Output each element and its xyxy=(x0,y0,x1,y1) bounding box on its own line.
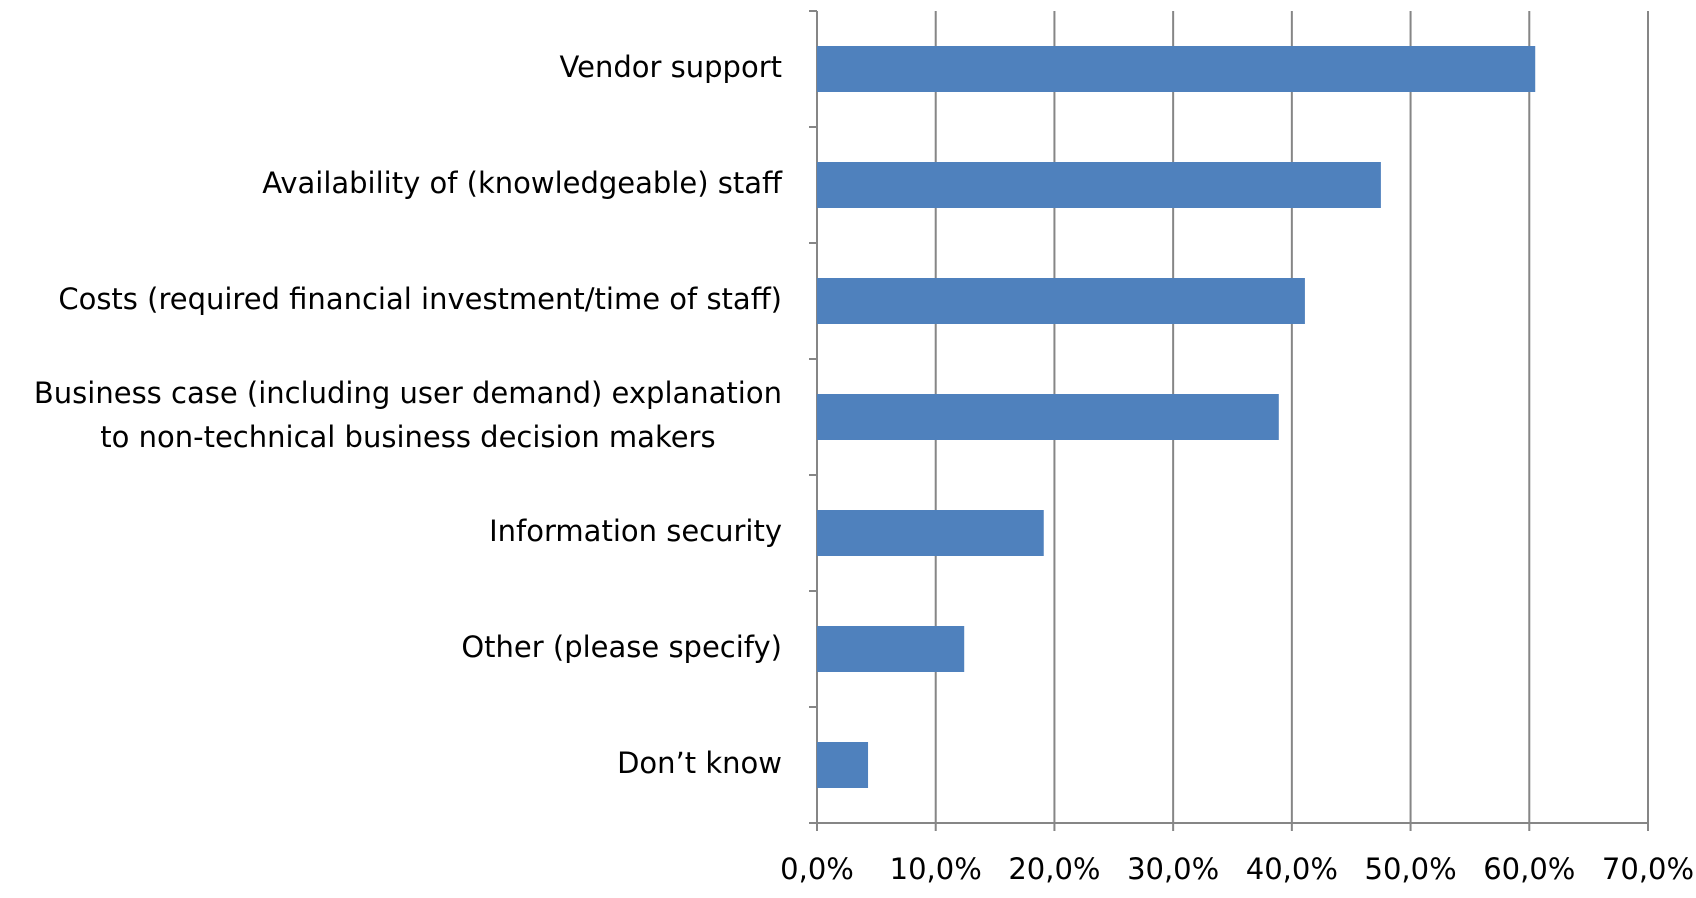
x-tick-label: 40,0% xyxy=(1246,852,1338,886)
y-tick-label: Information security xyxy=(489,514,782,548)
x-tick-label: 30,0% xyxy=(1127,852,1219,886)
y-tick-label: Vendor support xyxy=(560,50,782,84)
bar xyxy=(817,742,869,788)
bar xyxy=(817,46,1536,92)
x-tick-label: 60,0% xyxy=(1483,852,1575,886)
label-line: to non-technical business decision maker… xyxy=(100,420,715,454)
y-tick-label: Don’t know xyxy=(617,746,782,780)
y-tick-label: Availability of (knowledgeable) staff xyxy=(262,166,783,200)
y-tick-label: Costs (required financial investment/tim… xyxy=(58,282,782,316)
x-tick-label: 0,0% xyxy=(780,852,854,886)
x-tick-label: 50,0% xyxy=(1365,852,1457,886)
bar xyxy=(817,278,1305,324)
x-tick-label: 10,0% xyxy=(890,852,982,886)
y-tick-label: Business case (including user demand) ex… xyxy=(34,376,782,454)
bar xyxy=(817,162,1381,208)
bar xyxy=(817,510,1044,556)
label-line: Business case (including user demand) ex… xyxy=(34,376,782,410)
x-tick-label: 70,0% xyxy=(1602,852,1694,886)
bar xyxy=(817,626,965,672)
y-tick-label: Other (please specify) xyxy=(461,630,782,664)
x-tick-label: 20,0% xyxy=(1008,852,1100,886)
bar xyxy=(817,394,1279,440)
